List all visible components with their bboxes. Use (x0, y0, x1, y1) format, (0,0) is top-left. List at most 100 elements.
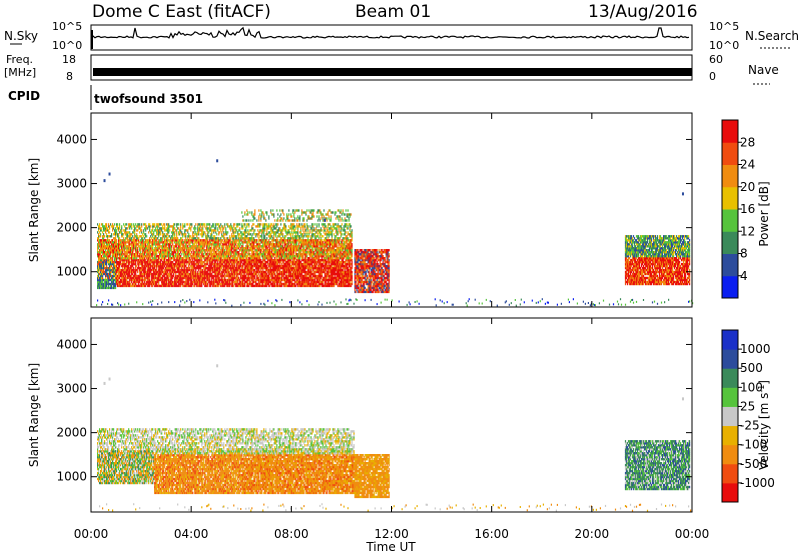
power-cell (126, 251, 128, 254)
power-cell (129, 282, 131, 286)
power-cell (141, 237, 143, 240)
power-cell (194, 229, 196, 232)
power-cell (154, 251, 156, 254)
power-cell (116, 233, 118, 236)
power-cell (116, 260, 118, 264)
power-cell (124, 280, 126, 284)
power-cell (179, 233, 181, 236)
power-cell (169, 253, 171, 256)
power-cell (105, 280, 107, 284)
power-cell (155, 268, 157, 272)
power-cell (104, 257, 106, 260)
power-cell (117, 274, 119, 278)
power-cell (144, 251, 146, 254)
power-cell (196, 260, 198, 264)
power-cell (168, 243, 170, 246)
power-cell (240, 304, 242, 307)
power-cell (174, 282, 176, 286)
power-cell (134, 229, 136, 232)
power-cell (149, 257, 151, 260)
power-cell (153, 251, 155, 254)
power-cell (136, 280, 138, 284)
power-cell (106, 282, 108, 286)
power-cell (142, 276, 144, 280)
power-cell (184, 270, 186, 274)
power-cell (157, 274, 159, 278)
power-cell (181, 237, 183, 240)
power-cell (164, 282, 166, 286)
power-cell (149, 227, 151, 230)
power-cell (141, 272, 143, 276)
power-cell (146, 280, 148, 284)
power-cell (176, 258, 178, 262)
power-cell (249, 301, 251, 304)
power-cell (135, 284, 137, 288)
power-cell (182, 243, 184, 246)
power-cell (101, 270, 103, 274)
power-cell (109, 282, 111, 286)
power-cell (103, 260, 105, 264)
power-cell (110, 278, 112, 282)
power-cell (178, 239, 180, 242)
power-cell (148, 268, 150, 272)
power-cell (139, 249, 141, 252)
power-cell (127, 247, 129, 250)
power-cell (97, 274, 99, 278)
power-cell (194, 227, 196, 230)
power-cell (184, 301, 186, 304)
power-cell (106, 286, 108, 290)
power-cell (116, 262, 118, 266)
power-cell (119, 251, 121, 254)
power-cell (127, 272, 129, 276)
power-cell (150, 225, 152, 228)
power-cell (128, 260, 130, 264)
power-cell (120, 255, 122, 258)
power-cell (179, 245, 181, 248)
power-cell (119, 282, 121, 286)
power-cell (174, 278, 176, 282)
power-cell (178, 258, 180, 262)
power-cell (154, 272, 156, 276)
power-cell (128, 235, 130, 238)
power-cell (126, 280, 128, 284)
power-cell (140, 245, 142, 248)
power-cell (195, 241, 197, 244)
power-cell (104, 243, 106, 246)
power-cell (170, 274, 172, 278)
power-cell (153, 280, 155, 284)
power-cell (133, 278, 135, 282)
power-cell (174, 233, 176, 236)
power-cell (165, 247, 167, 250)
power-cell (109, 268, 111, 272)
power-cell (151, 284, 153, 288)
power-cell (186, 223, 188, 226)
power-cell (147, 270, 149, 274)
power-cell (166, 262, 168, 266)
power-cell (133, 255, 135, 258)
power-cell (161, 272, 163, 276)
power-cell (190, 274, 192, 278)
power-cell (166, 255, 168, 258)
power-cell (165, 284, 167, 288)
power-cell (99, 262, 101, 266)
power-cell (136, 274, 138, 278)
power-cell (111, 260, 113, 264)
power-cell (160, 227, 162, 230)
power-cell (161, 251, 163, 254)
power-cell (127, 257, 129, 260)
power-cell (157, 284, 159, 288)
power-cell (120, 274, 122, 278)
power-cell (154, 262, 156, 266)
power-cell (193, 231, 195, 234)
power-cell (134, 257, 136, 260)
power-cell (129, 223, 131, 226)
power-cell (160, 253, 162, 256)
power-cell (146, 227, 148, 230)
power-cell (173, 253, 175, 256)
power-cell (174, 284, 176, 288)
power-cell (168, 239, 170, 242)
power-cell (104, 245, 106, 248)
power-cell (188, 235, 190, 238)
power-cell (121, 274, 123, 278)
power-cell (113, 280, 115, 284)
